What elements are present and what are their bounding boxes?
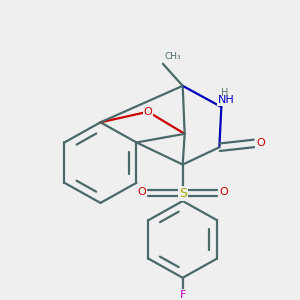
Text: CH₃: CH₃ xyxy=(164,52,181,61)
Text: F: F xyxy=(179,290,186,300)
Text: O: O xyxy=(256,138,265,148)
Text: O: O xyxy=(137,187,146,197)
Text: O: O xyxy=(144,107,152,117)
Text: S: S xyxy=(179,187,187,200)
Text: NH: NH xyxy=(218,95,234,105)
Text: O: O xyxy=(220,187,228,197)
Text: H: H xyxy=(221,88,229,98)
